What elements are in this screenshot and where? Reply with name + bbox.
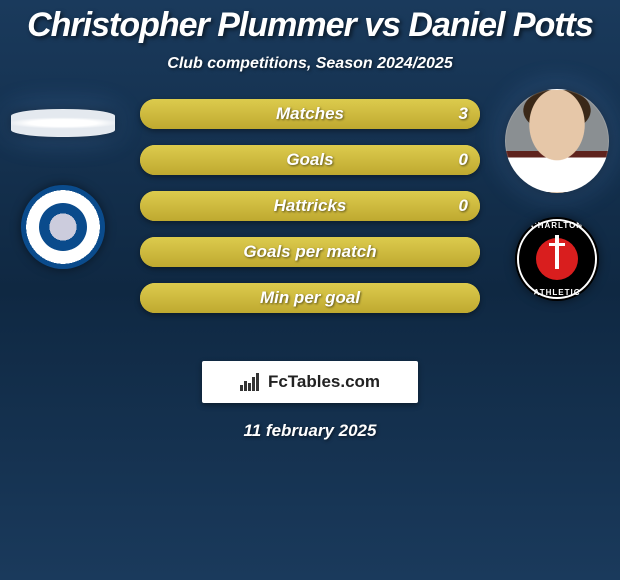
player-left-photo-placeholder (11, 109, 115, 137)
subtitle: Club competitions, Season 2024/2025 (0, 55, 620, 73)
charlton-sword-icon (555, 235, 559, 269)
stat-row-goals: Goals 0 (140, 145, 480, 175)
stat-value-right: 0 (459, 145, 468, 175)
stat-label: Min per goal (140, 283, 480, 313)
stat-row-matches: Matches 3 (140, 99, 480, 129)
page-title: Christopher Plummer vs Daniel Potts (0, 0, 620, 45)
stat-row-goals-per-match: Goals per match (140, 237, 480, 267)
left-player-column (8, 89, 118, 269)
stat-value-right: 3 (459, 99, 468, 129)
date-text: 11 february 2025 (0, 421, 620, 441)
right-player-column: CHARLTON ATHLETIC (502, 89, 612, 301)
stat-label: Goals (140, 145, 480, 175)
stat-label: Goals per match (140, 237, 480, 267)
comparison-panel: CHARLTON ATHLETIC Matches 3 Goals 0 Hatt… (0, 99, 620, 349)
brand-text: FcTables.com (268, 372, 380, 392)
stat-label: Hattricks (140, 191, 480, 221)
stat-label: Matches (140, 99, 480, 129)
club-badge-right: CHARLTON ATHLETIC (515, 217, 599, 301)
charlton-text-top: CHARLTON (515, 221, 599, 230)
stat-row-min-per-goal: Min per goal (140, 283, 480, 313)
stat-row-hattricks: Hattricks 0 (140, 191, 480, 221)
charlton-text-bot: ATHLETIC (515, 288, 599, 297)
player-right-photo (505, 89, 609, 193)
brand-bars-icon (240, 373, 262, 391)
club-badge-left (21, 185, 105, 269)
stat-bars: Matches 3 Goals 0 Hattricks 0 Goals per … (140, 99, 480, 329)
stat-value-right: 0 (459, 191, 468, 221)
brand-badge: FcTables.com (202, 361, 418, 403)
